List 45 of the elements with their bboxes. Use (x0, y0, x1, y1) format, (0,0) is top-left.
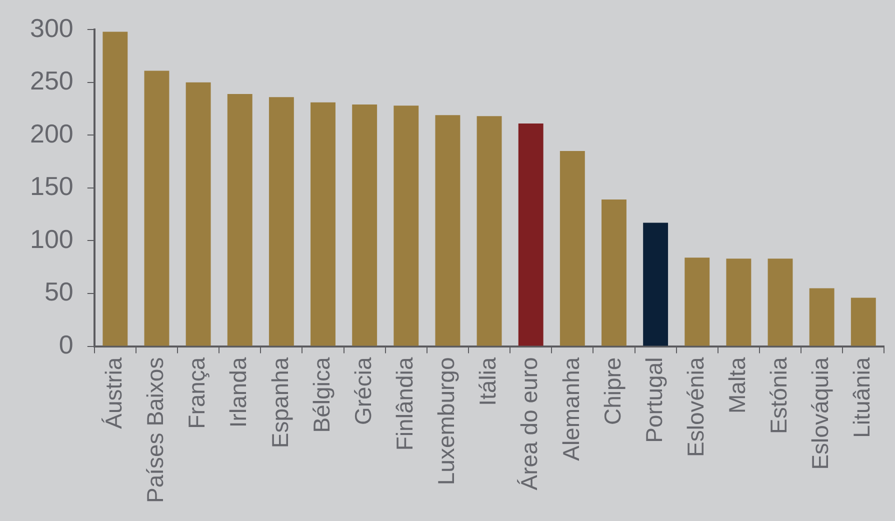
x-tick-label: Áustria (100, 357, 127, 429)
bar (310, 102, 336, 346)
bar (352, 104, 378, 346)
y-tick-label: 300 (30, 12, 74, 43)
x-tick-label: Lituânia (848, 357, 875, 438)
x-tick-label: Grécia (350, 357, 376, 426)
x-tick-label: Itália (474, 357, 501, 406)
bar (144, 70, 170, 346)
x-tick-label: Estónia (766, 357, 792, 434)
bar (518, 124, 544, 346)
x-tick-label: Malta (724, 357, 750, 414)
x-tick-label: Países Baixos (142, 357, 168, 504)
bar (768, 258, 793, 346)
bar (602, 200, 626, 346)
x-tick-label: Alemanha (558, 357, 584, 461)
y-tick-label: 100 (30, 224, 74, 254)
x-tick-label: Portugal (640, 357, 667, 443)
x-tick-label: Chipre (599, 357, 626, 426)
y-tick-label: 0 (58, 329, 74, 360)
bar (726, 258, 752, 346)
x-tick-label: Eslovénia (682, 357, 708, 457)
bar (809, 288, 834, 346)
bar (560, 150, 585, 346)
bar (268, 97, 294, 346)
x-tick-label: França (184, 357, 210, 429)
bar (850, 298, 876, 346)
x-tick-label: Finlândia (391, 357, 418, 451)
bar (186, 82, 211, 346)
bar (435, 115, 460, 346)
y-tick-label: 200 (30, 118, 74, 148)
y-tick-label: 250 (30, 66, 74, 96)
bar (643, 222, 668, 346)
x-tick-label: Bélgica (308, 357, 334, 433)
x-tick-label: Irlanda (225, 357, 252, 428)
x-tick-label: Eslováquia (807, 357, 834, 470)
x-tick-label: Luxemburgo (433, 357, 460, 486)
bar (476, 116, 502, 346)
x-tick-label: Espanha (266, 357, 293, 448)
bar (394, 106, 419, 346)
bar (684, 258, 710, 346)
bar (102, 32, 128, 346)
bar (227, 94, 252, 346)
y-tick-label: 150 (30, 171, 74, 202)
x-tick-label: Área do euro (516, 357, 542, 490)
y-tick-label: 50 (44, 276, 74, 307)
